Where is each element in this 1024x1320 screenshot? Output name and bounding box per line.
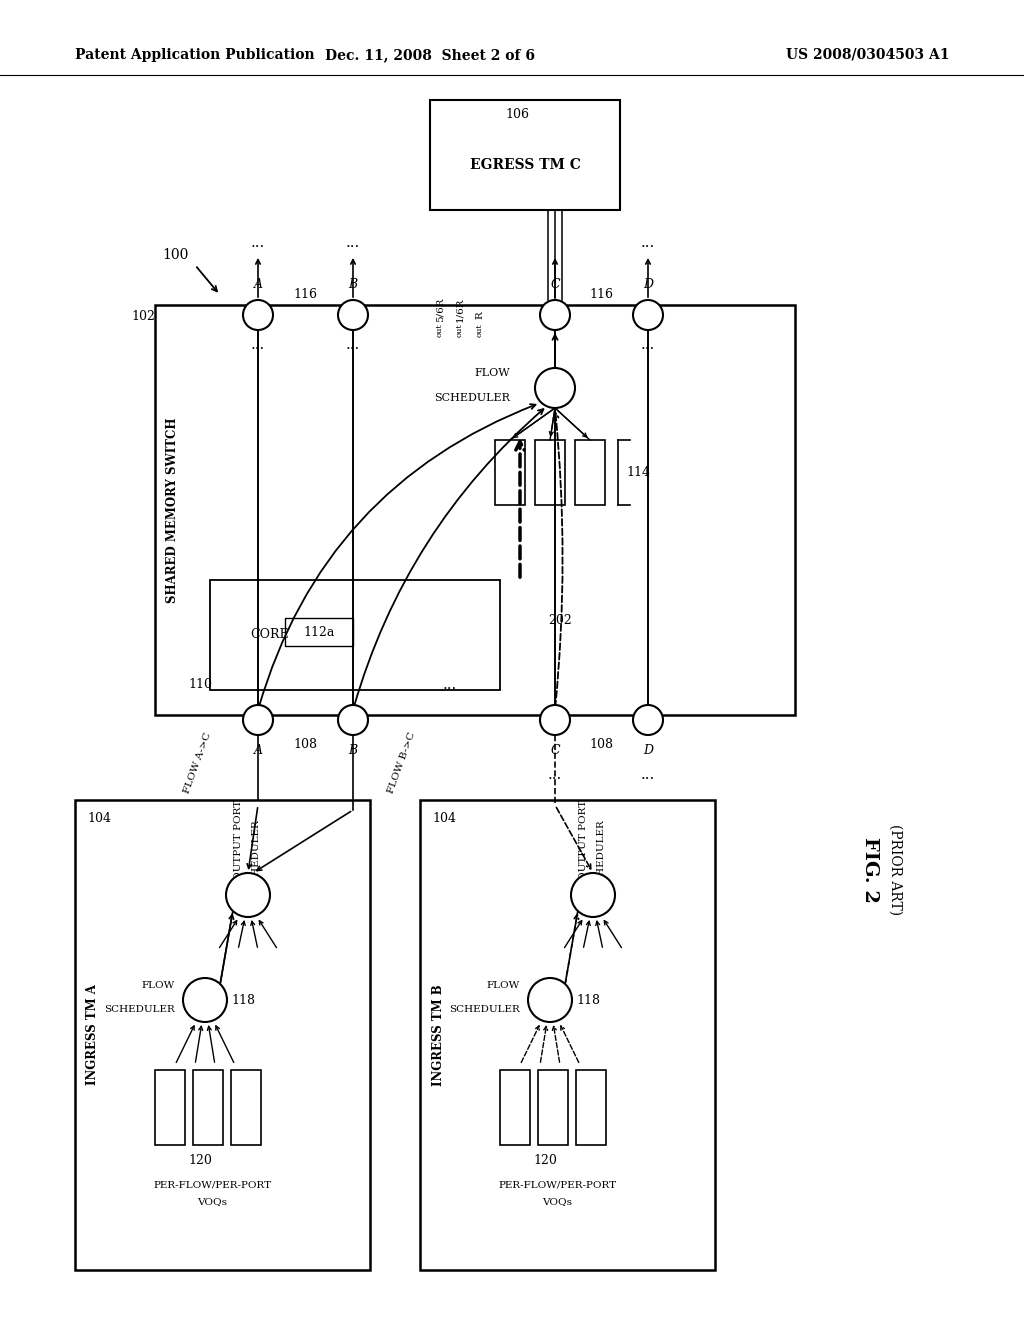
Text: 5/6R: 5/6R: [435, 298, 444, 322]
Text: VOQs: VOQs: [198, 1197, 227, 1206]
Text: FLOW: FLOW: [474, 368, 510, 378]
Text: ...: ...: [548, 768, 562, 781]
Text: out: out: [476, 323, 484, 337]
Bar: [210, 579, 500, 690]
Circle shape: [633, 705, 663, 735]
Text: OUTPUT PORT: OUTPUT PORT: [579, 800, 588, 880]
Text: FLOW: FLOW: [141, 981, 175, 990]
Text: SHARED MEMORY SWITCH: SHARED MEMORY SWITCH: [167, 417, 179, 603]
Bar: [500, 1071, 530, 1144]
Text: 114: 114: [626, 466, 650, 479]
Bar: [155, 1071, 185, 1144]
Circle shape: [528, 978, 572, 1022]
Text: B: B: [348, 743, 357, 756]
Bar: [155, 305, 795, 715]
Bar: [495, 440, 525, 506]
Bar: [231, 1071, 261, 1144]
Text: FLOW B->C: FLOW B->C: [387, 731, 418, 795]
Text: C: C: [550, 279, 560, 292]
Text: (PRIOR ART): (PRIOR ART): [888, 825, 902, 916]
Text: 118: 118: [231, 994, 255, 1006]
Text: INGRESS TM A: INGRESS TM A: [86, 985, 99, 1085]
Text: A: A: [254, 279, 262, 292]
Circle shape: [183, 978, 227, 1022]
Text: SCHEDULER: SCHEDULER: [251, 820, 260, 891]
Text: ...: ...: [641, 338, 655, 352]
Text: 108: 108: [293, 738, 317, 751]
Text: ...: ...: [641, 768, 655, 781]
Text: 102: 102: [131, 310, 155, 323]
Bar: [575, 1071, 606, 1144]
Text: R: R: [475, 312, 484, 319]
Circle shape: [243, 705, 273, 735]
Text: ...: ...: [442, 678, 457, 692]
Text: US 2008/0304503 A1: US 2008/0304503 A1: [786, 48, 950, 62]
Text: INGRESS TM B: INGRESS TM B: [431, 985, 444, 1086]
Circle shape: [535, 368, 575, 408]
Text: FLOW A->C: FLOW A->C: [182, 731, 213, 795]
Text: CORE: CORE: [250, 628, 289, 642]
Text: EGRESS TM C: EGRESS TM C: [470, 158, 581, 172]
Circle shape: [338, 705, 368, 735]
Text: Patent Application Publication: Patent Application Publication: [75, 48, 314, 62]
Text: 116: 116: [589, 289, 613, 301]
Text: D: D: [643, 743, 653, 756]
Text: SCHEDULER: SCHEDULER: [596, 820, 605, 891]
Text: SCHEDULER: SCHEDULER: [450, 1006, 520, 1015]
Text: 116: 116: [293, 289, 317, 301]
Text: Dec. 11, 2008  Sheet 2 of 6: Dec. 11, 2008 Sheet 2 of 6: [325, 48, 535, 62]
Text: 202: 202: [548, 614, 571, 627]
Text: SCHEDULER: SCHEDULER: [104, 1006, 175, 1015]
Circle shape: [338, 300, 368, 330]
Text: out: out: [436, 323, 444, 337]
Bar: [538, 1071, 568, 1144]
Text: 120: 120: [534, 1154, 557, 1167]
Circle shape: [633, 300, 663, 330]
Bar: [285, 618, 353, 645]
Text: FIG. 2: FIG. 2: [861, 837, 879, 903]
Text: PER-FLOW/PER-PORT: PER-FLOW/PER-PORT: [499, 1180, 616, 1189]
Text: D: D: [643, 279, 653, 292]
Text: ...: ...: [251, 236, 265, 249]
Text: 120: 120: [188, 1154, 212, 1167]
Bar: [75, 800, 370, 1270]
Text: ...: ...: [641, 236, 655, 249]
Circle shape: [226, 873, 270, 917]
Text: FLOW: FLOW: [486, 981, 520, 990]
Circle shape: [540, 705, 570, 735]
Circle shape: [243, 300, 273, 330]
Text: SCHEDULER: SCHEDULER: [434, 393, 510, 403]
Text: A: A: [254, 743, 262, 756]
Text: 100: 100: [162, 248, 188, 261]
Bar: [535, 440, 565, 506]
Text: VOQs: VOQs: [543, 1197, 572, 1206]
Bar: [420, 800, 715, 1270]
Text: PER-FLOW/PER-PORT: PER-FLOW/PER-PORT: [154, 1180, 271, 1189]
Text: B: B: [348, 279, 357, 292]
Text: C: C: [550, 743, 560, 756]
Text: 110: 110: [188, 678, 212, 692]
Text: 108: 108: [589, 738, 613, 751]
Text: 1/6R: 1/6R: [456, 298, 465, 322]
Text: 104: 104: [432, 812, 456, 825]
Text: OUTPUT PORT: OUTPUT PORT: [234, 800, 243, 880]
Text: 104: 104: [87, 812, 111, 825]
Text: ...: ...: [346, 236, 360, 249]
Circle shape: [571, 873, 615, 917]
Bar: [193, 1071, 223, 1144]
Text: ...: ...: [346, 338, 360, 352]
Text: ...: ...: [251, 338, 265, 352]
Bar: [575, 440, 605, 506]
Text: out: out: [456, 323, 464, 337]
Circle shape: [540, 300, 570, 330]
Text: 118: 118: [575, 994, 600, 1006]
Bar: [430, 100, 620, 210]
Text: 112a: 112a: [303, 626, 335, 639]
Text: 106: 106: [505, 108, 529, 121]
